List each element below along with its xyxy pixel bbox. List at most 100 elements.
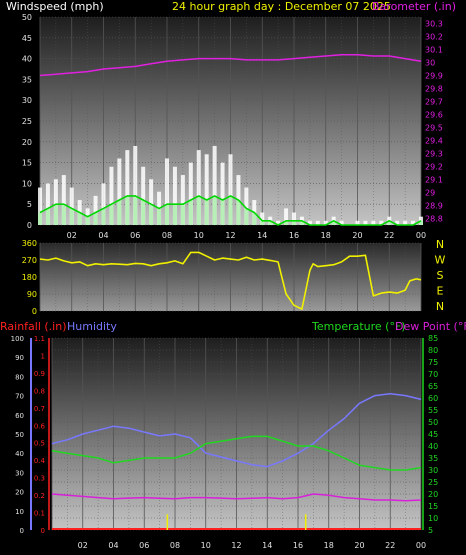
barometer-tick-label: 30.2 xyxy=(425,33,443,42)
temperature-tick-label: 50 xyxy=(428,418,438,427)
wind-time-label: 20 xyxy=(352,231,362,240)
humidity-panel-series xyxy=(51,392,422,530)
windspeed-tick-label: 25 xyxy=(22,117,32,126)
barometer-tick-label: 29 xyxy=(425,189,435,198)
rainfall-tick-label: 0.7 xyxy=(34,405,45,413)
wind-gust-bar xyxy=(196,150,201,225)
humidity-tick-label: 20 xyxy=(15,489,24,497)
rainfall-tick-label: 0.5 xyxy=(34,440,45,448)
wind-average-bar xyxy=(204,200,209,225)
temperature-tick-label: 80 xyxy=(428,346,438,355)
windspeed-tick-label: 15 xyxy=(22,159,32,168)
wind-average-bar xyxy=(165,204,169,225)
windspeed-axis: 0 5 10 15 20 25 30 35 40 45 50 xyxy=(22,13,32,230)
wind-average-bar xyxy=(157,208,162,225)
humidity-time-label: 22 xyxy=(385,541,395,550)
wind-average-bar xyxy=(77,212,82,225)
barometer-tick-label: 28.9 xyxy=(425,202,443,211)
wind-time-label: 00 xyxy=(416,231,426,240)
wind-average-bar xyxy=(244,208,249,225)
barometer-tick-label: 29.1 xyxy=(425,176,443,185)
wind-gust-bar xyxy=(307,220,312,225)
wind-gust-bar xyxy=(172,166,177,225)
direction-tick-label: 270 xyxy=(22,256,37,265)
temperature-tick-label: 5 xyxy=(428,526,433,535)
wind-gust-bar xyxy=(117,158,122,225)
rainfall-tick-label: 0.4 xyxy=(34,457,46,465)
humidity-tick-label: 90 xyxy=(15,354,24,362)
compass-label: N xyxy=(436,300,444,313)
wind-time-label: 18 xyxy=(321,231,331,240)
temperature-tick-label: 10 xyxy=(428,514,438,523)
temperature-tick-label: 25 xyxy=(428,478,438,487)
wind-gust-bar xyxy=(53,179,58,225)
wind-average-bar xyxy=(236,200,241,225)
wind-gust-bar xyxy=(411,220,416,225)
rainfall-tick-label: 0.6 xyxy=(34,422,46,430)
wind-average-bar xyxy=(331,220,336,225)
rainfall-tick-label: 0 xyxy=(41,527,45,535)
humidity-tick-label: 70 xyxy=(15,393,24,401)
wind-average-bar xyxy=(220,200,225,225)
barometer-tick-label: 29.7 xyxy=(425,98,443,107)
humidity-tick-label: 10 xyxy=(15,508,24,516)
temperature-tick-label: 40 xyxy=(428,442,438,451)
direction-axis: 0 90 180 270 360 xyxy=(22,239,37,316)
humidity-tick-label: 40 xyxy=(15,450,24,458)
wind-average-bar xyxy=(53,204,58,225)
dewpoint-line xyxy=(51,493,422,502)
wind-average-bar xyxy=(38,212,42,225)
wind-time-label: 16 xyxy=(289,231,299,240)
humidity-tick-label: 60 xyxy=(15,412,24,420)
wind-gust-bar xyxy=(93,195,98,225)
wind-average-bar xyxy=(125,195,130,225)
humidity-time-label: 12 xyxy=(231,541,241,550)
temperature-tick-label: 65 xyxy=(428,382,438,391)
barometer-tick-label: 29.5 xyxy=(425,124,443,133)
wind-gust-bar xyxy=(371,220,376,225)
rainfall-tick-label: 0.8 xyxy=(34,387,45,395)
humidity-time-label: 08 xyxy=(170,541,180,550)
rainfall-tick-label: 0.9 xyxy=(34,370,45,378)
windspeed-tick-label: 10 xyxy=(22,179,32,188)
compass-label: S xyxy=(437,269,444,282)
wind-average-bar xyxy=(292,220,296,225)
wind-time-label: 04 xyxy=(98,231,108,240)
humidity-title: Humidity xyxy=(67,320,117,333)
wind-gust-bar xyxy=(61,175,66,225)
wind-average-bar xyxy=(180,204,185,225)
compass-label: W xyxy=(435,254,446,267)
wind-average-bar xyxy=(299,220,304,225)
humidity-time-label: 00 xyxy=(416,541,426,550)
wind-average-bar xyxy=(109,204,114,225)
wind-average-line xyxy=(39,195,422,226)
wind-average-bar xyxy=(196,195,201,225)
humidity-time-label: 04 xyxy=(108,541,118,550)
temperature-tick-label: 55 xyxy=(428,406,438,415)
humidity-tick-label: 30 xyxy=(15,469,24,477)
wind-average-bar xyxy=(149,204,154,225)
wind-average-bar xyxy=(228,195,233,225)
wind-gust-bar xyxy=(276,220,281,225)
wind-gust-bar xyxy=(355,220,360,225)
humidity-tick-label: 50 xyxy=(15,431,24,439)
barometer-tick-label: 29.4 xyxy=(425,137,443,146)
barometer-tick-label: 30.3 xyxy=(425,20,443,29)
humidity-tick-label: 80 xyxy=(15,373,24,381)
wind-average-bar xyxy=(101,208,106,225)
direction-series xyxy=(39,251,422,310)
humidity-time-label: 16 xyxy=(293,541,303,550)
rainfall-tick-label: 1.1 xyxy=(34,335,45,343)
wind-average-bar xyxy=(141,200,146,225)
windspeed-tick-label: 40 xyxy=(22,55,32,64)
humidity-time-axis: 02 04 06 08 10 12 14 16 18 20 22 00 xyxy=(78,541,426,550)
wind-time-axis: 02 04 06 08 10 12 14 16 18 20 22 00 xyxy=(67,231,426,240)
barometer-tick-label: 30.1 xyxy=(425,46,443,55)
wind-gust-bar xyxy=(284,208,289,225)
wind-gust-bar xyxy=(38,187,42,225)
wind-gust-bar xyxy=(395,220,400,225)
wind-gust-bar xyxy=(141,166,146,225)
windspeed-tick-label: 5 xyxy=(27,200,32,209)
windspeed-tick-label: 30 xyxy=(22,96,32,105)
windspeed-tick-label: 20 xyxy=(22,138,32,147)
